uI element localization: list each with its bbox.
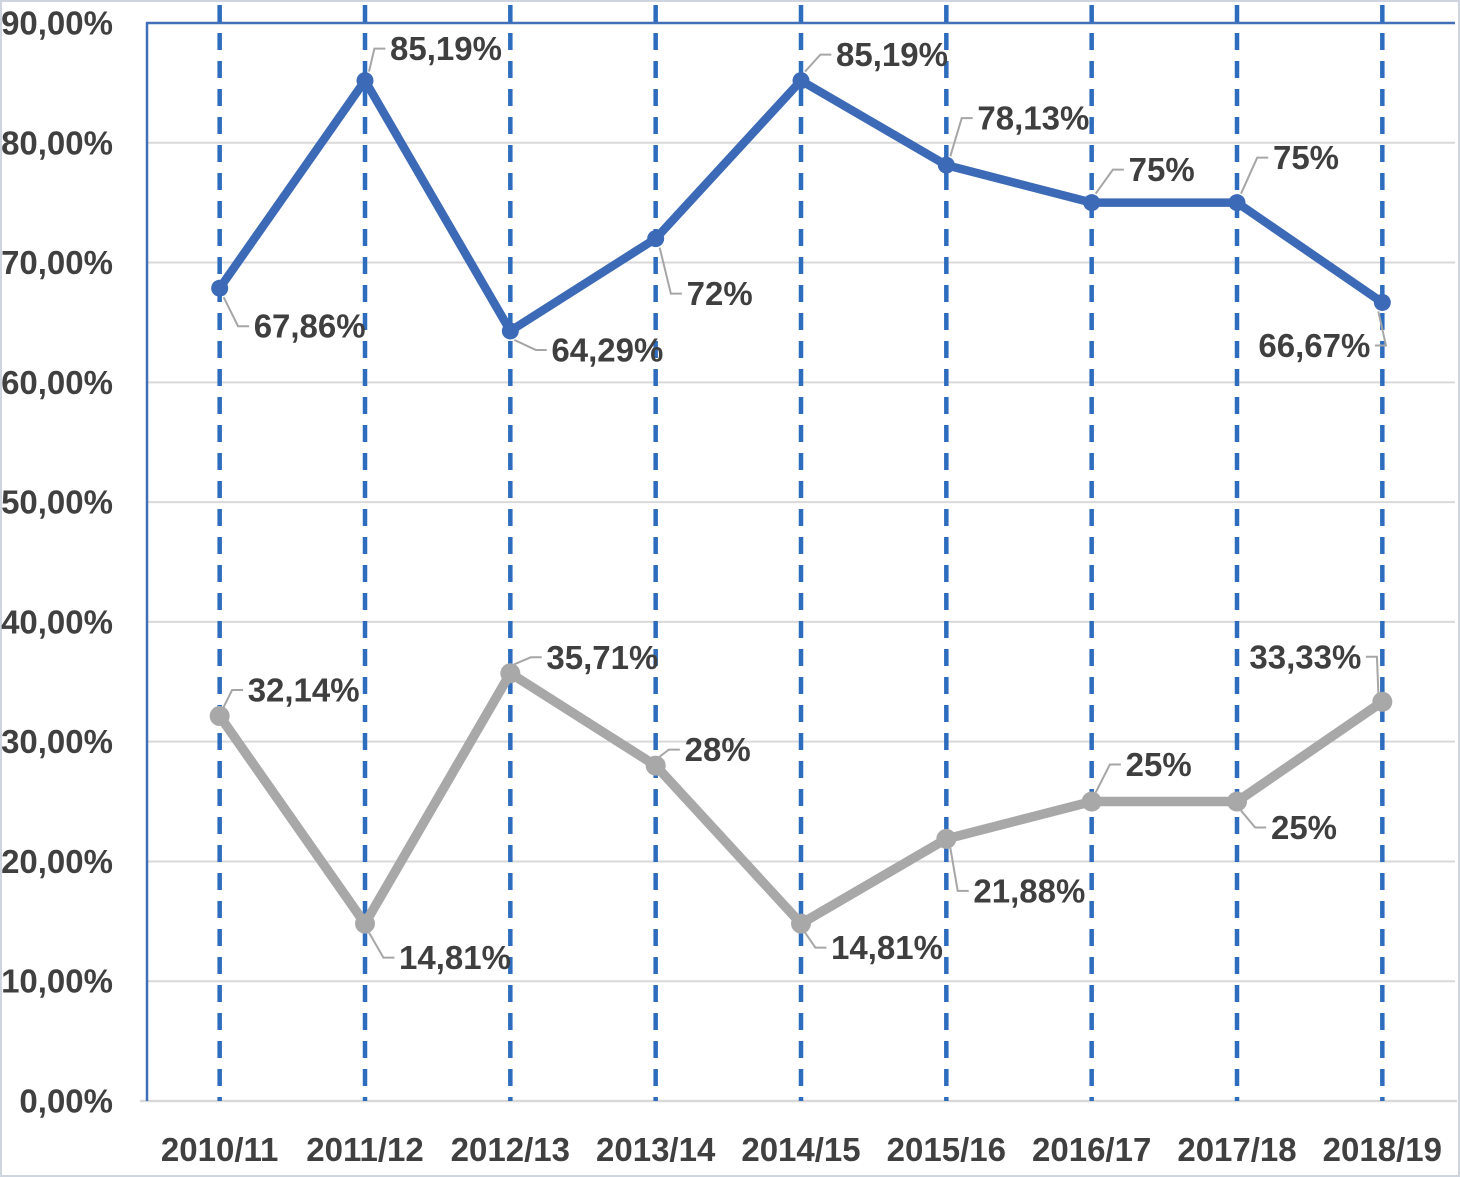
- y-axis-tick-label: 80,00%: [1, 124, 113, 161]
- data-label-leader-line: [1365, 655, 1380, 693]
- x-axis-tick-label: 2012/13: [451, 1131, 570, 1168]
- data-label: 78,13%: [977, 100, 1089, 137]
- data-label-leader-line: [1374, 311, 1388, 347]
- data-label: 85,19%: [390, 30, 502, 67]
- data-label: 14,81%: [831, 929, 943, 966]
- y-axis-tick-label: 60,00%: [1, 364, 113, 401]
- data-label: 66,67%: [1258, 327, 1370, 364]
- lower-gray-series-marker: [1081, 791, 1102, 812]
- data-label: 32,14%: [248, 672, 360, 709]
- data-label: 75%: [1273, 139, 1339, 176]
- lower-gray-series-marker: [355, 913, 375, 934]
- upper-blue-series-marker: [1228, 194, 1246, 212]
- x-axis-tick-label: 2013/14: [596, 1131, 716, 1168]
- x-axis-tick-label: 2011/12: [306, 1131, 423, 1168]
- data-label: 14,81%: [399, 939, 511, 976]
- x-axis-tick-label: 2017/18: [1177, 1131, 1296, 1168]
- data-label-leader-line: [804, 932, 827, 949]
- data-label-leader-line: [659, 748, 680, 758]
- y-axis-tick-label: 70,00%: [1, 244, 113, 281]
- data-label: 21,88%: [973, 872, 1085, 909]
- upper-blue-series-marker: [501, 322, 519, 340]
- data-label: 25%: [1271, 809, 1337, 846]
- data-label: 85,19%: [836, 36, 948, 73]
- x-axis-tick-label: 2014/15: [741, 1131, 860, 1168]
- data-label-leader-line: [1240, 809, 1267, 829]
- data-label-leader-line: [949, 117, 973, 157]
- data-label-leader-line: [658, 247, 682, 295]
- y-axis-tick-label: 0,00%: [19, 1083, 113, 1120]
- data-label-leader-line: [513, 656, 542, 666]
- upper-blue-series-marker: [937, 156, 955, 174]
- y-axis-tick-label: 10,00%: [1, 963, 113, 1000]
- x-axis-tick-label: 2015/16: [887, 1131, 1006, 1168]
- lower-gray-series-marker: [645, 755, 666, 776]
- upper-blue-series-marker: [647, 230, 665, 248]
- lower-gray-series-marker: [1372, 691, 1393, 712]
- upper-blue-series-marker: [356, 72, 374, 90]
- data-label-leader-line: [222, 296, 250, 328]
- lower-gray-series-marker: [936, 828, 957, 849]
- data-label-leader-line: [513, 339, 547, 351]
- y-axis-tick-label: 40,00%: [1, 603, 113, 640]
- data-label: 75%: [1129, 151, 1195, 188]
- lower-gray-series-marker: [209, 706, 230, 727]
- lower-gray-series-marker: [1227, 791, 1247, 812]
- lower-gray-series-marker: [500, 663, 521, 684]
- data-label: 64,29%: [551, 331, 663, 368]
- lower-gray-series-marker: [791, 913, 811, 934]
- data-label-leader-line: [1240, 156, 1269, 195]
- data-label: 25%: [1126, 746, 1192, 783]
- y-axis-tick-label: 30,00%: [1, 723, 113, 760]
- data-label-leader-line: [222, 689, 244, 708]
- plot-border: [145, 21, 1455, 1101]
- data-label: 72%: [687, 275, 753, 312]
- y-axis-tick-label: 90,00%: [1, 5, 113, 42]
- data-label: 28%: [685, 731, 751, 768]
- data-label-leader-line: [368, 47, 386, 72]
- data-label-leader-line: [368, 932, 395, 959]
- x-axis-tick-label: 2016/17: [1032, 1131, 1151, 1168]
- upper-blue-series-marker: [792, 72, 810, 90]
- upper-blue-series-marker: [1373, 293, 1391, 311]
- upper-blue-series-marker: [1083, 194, 1101, 212]
- x-axis-tick-label: 2018/19: [1323, 1131, 1442, 1168]
- data-label-leader-line: [1094, 168, 1124, 195]
- y-axis-tick-label: 50,00%: [1, 484, 113, 521]
- y-axis-tick-label: 20,00%: [1, 843, 113, 880]
- data-label: 35,71%: [546, 639, 658, 676]
- data-label-leader-line: [949, 847, 969, 892]
- data-label-leader-line: [1094, 763, 1121, 794]
- data-label: 33,33%: [1249, 638, 1361, 675]
- data-label-leader-line: [804, 53, 832, 73]
- upper-blue-series-marker: [211, 279, 229, 297]
- data-label: 67,86%: [254, 308, 366, 345]
- x-axis-tick-label: 2010/11: [161, 1131, 278, 1168]
